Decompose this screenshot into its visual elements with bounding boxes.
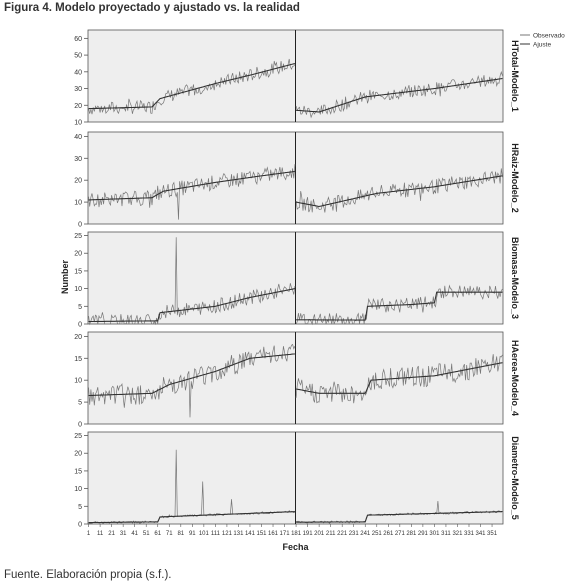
x-tick-label: 51 xyxy=(143,531,150,537)
y-tick-label: 60 xyxy=(74,36,82,43)
x-tick-label: 211 xyxy=(326,531,336,537)
x-tick-label: 251 xyxy=(372,531,383,537)
y-tick-label: 30 xyxy=(74,86,82,93)
y-tick-label: 25 xyxy=(74,233,82,240)
x-tick-label: 201 xyxy=(314,531,325,537)
series-observado-panel-4-seg-1 xyxy=(88,343,296,418)
x-tick-label: 291 xyxy=(418,531,429,537)
figure-title: Figura 4. Modelo proyectado y ajustado v… xyxy=(4,2,300,14)
x-tick-label: 171 xyxy=(280,531,291,537)
x-tick-label: 161 xyxy=(268,531,279,537)
y-tick-label: 0 xyxy=(78,522,82,529)
x-tick-label: 301 xyxy=(429,531,440,537)
y-tick-label: 0 xyxy=(78,222,82,229)
x-tick-label: 31 xyxy=(120,531,127,537)
series-ajuste-panel-1-seg-2 xyxy=(296,77,503,113)
panel-label: Biomasa-Modelo_3 xyxy=(510,237,520,319)
x-tick-label: 221 xyxy=(337,531,348,537)
figure-source: Fuente. Elaboración propia (s.f.). xyxy=(4,569,172,581)
x-tick-label: 191 xyxy=(303,531,314,537)
y-tick-label: 50 xyxy=(74,53,82,60)
panel-label: Diametro-Modelo_5 xyxy=(510,436,520,520)
series-observado-panel-1-seg-2 xyxy=(295,70,503,119)
y-tick-label: 5 xyxy=(78,304,82,311)
y-tick-label: 20 xyxy=(74,103,82,110)
x-tick-label: 181 xyxy=(291,531,302,537)
y-tick-label: 15 xyxy=(74,356,82,363)
y-tick-label: 25 xyxy=(74,433,82,440)
y-tick-label: 0 xyxy=(78,322,82,329)
x-axis-label: Fecha xyxy=(282,542,309,552)
y-tick-label: 10 xyxy=(74,120,82,127)
y-tick-label: 10 xyxy=(74,378,82,385)
panel-label: HTotal-Modelo_1 xyxy=(510,40,520,112)
series-observado-panel-1-seg-1 xyxy=(88,58,296,115)
x-tick-label: 231 xyxy=(349,531,360,537)
y-tick-label: 10 xyxy=(74,200,82,207)
series-ajuste-panel-5-seg-1 xyxy=(88,511,295,524)
x-tick-label: 11 xyxy=(97,531,104,537)
series-ajuste-panel-2-seg-2 xyxy=(296,175,503,208)
x-tick-label: 281 xyxy=(406,531,417,537)
x-tick-label: 21 xyxy=(108,531,115,537)
y-axis-label: Number xyxy=(60,260,70,295)
series-ajuste-panel-5-seg-2 xyxy=(296,511,503,523)
y-tick-label: 15 xyxy=(74,268,82,275)
y-tick-label: 5 xyxy=(78,504,82,511)
x-tick-label: 261 xyxy=(383,531,394,537)
x-tick-label: 141 xyxy=(245,531,256,537)
series-ajuste-panel-4-seg-2 xyxy=(296,362,503,394)
y-tick-label: 5 xyxy=(78,400,82,407)
y-tick-label: 20 xyxy=(74,178,82,185)
y-tick-label: 10 xyxy=(74,286,82,293)
x-tick-label: 121 xyxy=(222,531,233,537)
x-tick-label: 311 xyxy=(441,531,451,537)
y-tick-label: 10 xyxy=(74,486,82,493)
x-tick-label: 91 xyxy=(189,531,196,537)
y-tick-label: 40 xyxy=(74,134,82,141)
y-tick-label: 20 xyxy=(74,334,82,341)
x-tick-label: 71 xyxy=(166,531,173,537)
series-ajuste-panel-2-seg-1 xyxy=(88,170,295,201)
series-ajuste-panel-1-seg-1 xyxy=(88,62,296,110)
x-tick-label: 271 xyxy=(395,531,406,537)
y-tick-label: 15 xyxy=(74,468,82,475)
x-tick-label: 151 xyxy=(256,531,267,537)
panel-label: HAerea-Modelo_4 xyxy=(510,340,520,416)
series-observado-panel-2-seg-1 xyxy=(88,164,296,220)
x-tick-label: 101 xyxy=(199,531,210,537)
series-ajuste-panel-3-seg-2 xyxy=(296,291,503,321)
legend-label-observado: Observado xyxy=(533,33,565,40)
panel-label: HRaiz-Modelo_2 xyxy=(510,143,520,213)
series-ajuste-panel-3-seg-1 xyxy=(88,288,295,323)
series-observado-panel-4-seg-2 xyxy=(295,354,503,404)
legend-label-ajuste: Ajuste xyxy=(533,42,551,49)
x-tick-label: 351 xyxy=(487,531,498,537)
x-tick-label: 241 xyxy=(360,531,371,537)
x-tick-label: 131 xyxy=(233,531,244,537)
x-tick-label: 1 xyxy=(87,531,91,537)
x-tick-label: 341 xyxy=(476,531,487,537)
y-tick-label: 30 xyxy=(74,156,82,163)
y-tick-label: 0 xyxy=(78,422,82,429)
y-tick-label: 20 xyxy=(74,451,82,458)
x-tick-label: 81 xyxy=(177,531,184,537)
series-ajuste-panel-4-seg-1 xyxy=(88,353,295,397)
x-tick-label: 331 xyxy=(464,531,475,537)
y-tick-label: 20 xyxy=(74,251,82,258)
series-observado-panel-2-seg-2 xyxy=(295,168,503,213)
series-observado-panel-3-seg-2 xyxy=(295,284,503,326)
x-tick-label: 41 xyxy=(131,531,138,537)
series-observado-panel-3-seg-1 xyxy=(88,237,296,326)
x-tick-label: 61 xyxy=(154,531,161,537)
x-tick-label: 111 xyxy=(211,531,221,537)
y-tick-label: 40 xyxy=(74,69,82,76)
x-tick-label: 321 xyxy=(452,531,463,537)
